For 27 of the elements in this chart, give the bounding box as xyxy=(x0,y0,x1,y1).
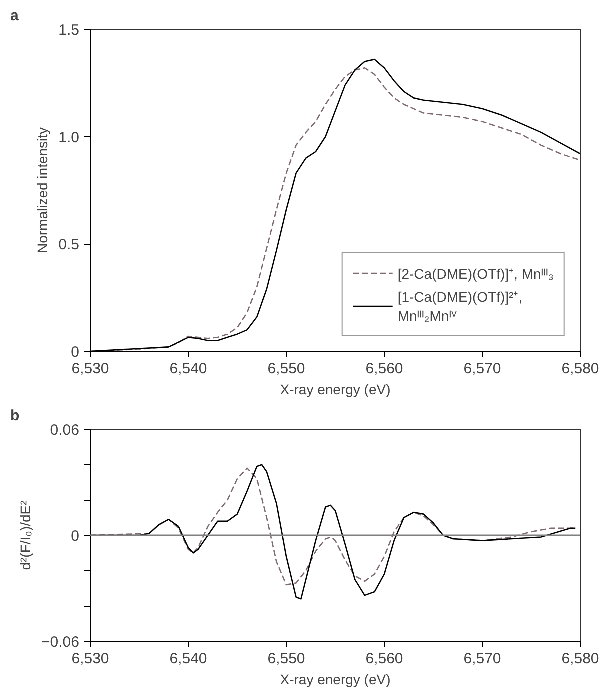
y-axis-title: d²(F/I₀)/dE² xyxy=(18,500,34,570)
y-tick-label: 0 xyxy=(71,528,80,545)
legend-label: [1-Ca(DME)(OTf)]²⁺, Mnᴵᴵᴵ₂Mnᴵⱽ xyxy=(398,288,523,325)
text: b xyxy=(10,408,20,424)
y-tick-label: 0.5 xyxy=(58,236,80,254)
x-tick-label: 6,580 xyxy=(562,650,600,668)
x-tick-label: 6,540 xyxy=(170,360,208,378)
y-tick-label: 0 xyxy=(71,344,80,361)
y-tick-label: −0.06 xyxy=(42,634,80,651)
x-tick-label: 6,570 xyxy=(464,650,502,668)
x-tick-label: 6,530 xyxy=(72,650,110,668)
x-axis-title: X-ray energy (eV) xyxy=(280,382,391,398)
x-tick-label: 6,550 xyxy=(268,650,306,668)
y-axis-title: Normalized intensity xyxy=(34,127,51,254)
x-tick-label: 6,570 xyxy=(464,360,502,378)
x-tick-label: 6,530 xyxy=(72,360,110,378)
x-tick-label: 6,560 xyxy=(366,360,404,378)
x-tick-label: 6,560 xyxy=(366,650,404,668)
y-tick-label: 1.5 xyxy=(58,22,80,39)
text: a xyxy=(10,8,20,24)
x-tick-label: 6,580 xyxy=(562,360,600,378)
y-tick-label: 1.0 xyxy=(58,129,80,146)
y-tick-label: 0.06 xyxy=(50,422,80,439)
legend-label: [2-Ca(DME)(OTf)]⁺, Mnᴵᴵᴵ₃ xyxy=(398,264,554,282)
x-axis-title: X-ray energy (eV) xyxy=(280,672,391,688)
x-tick-label: 6,550 xyxy=(268,360,306,378)
x-tick-label: 6,540 xyxy=(170,650,208,668)
